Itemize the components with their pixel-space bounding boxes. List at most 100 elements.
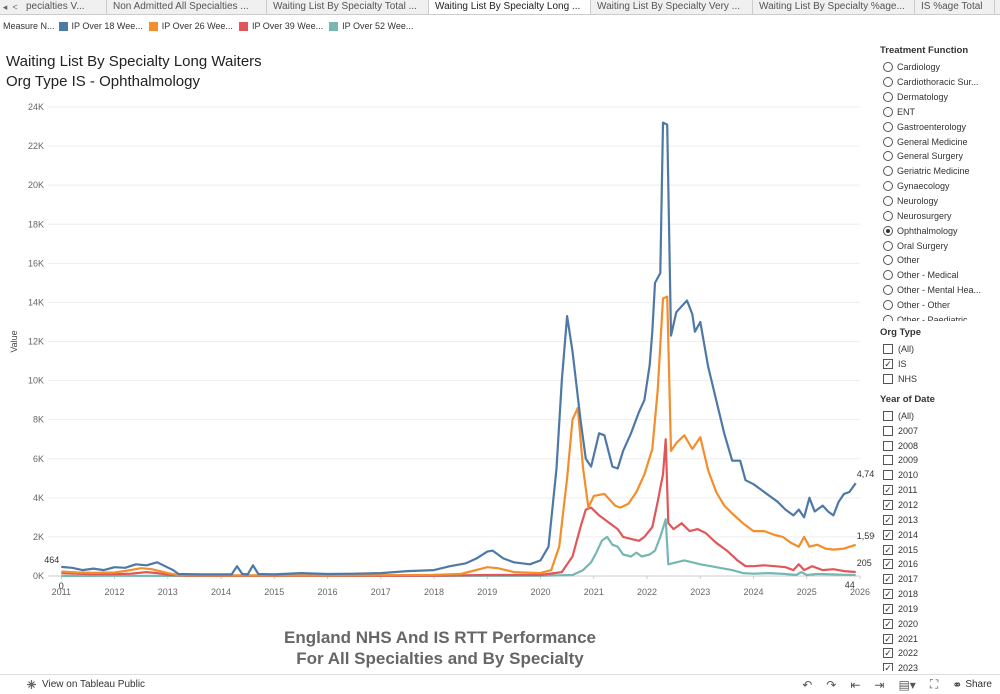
- radio-button[interactable]: [883, 299, 893, 310]
- sheet-tab[interactable]: IS %age Total: [915, 0, 995, 14]
- org_type-option[interactable]: ✓ IS: [878, 357, 994, 372]
- treatment-option[interactable]: Gynaecology: [878, 179, 994, 194]
- share-button[interactable]: ⚭ Share: [952, 678, 992, 692]
- radio-button[interactable]: [883, 240, 893, 251]
- year-option[interactable]: ✓ 2014: [878, 527, 994, 542]
- treatment-option[interactable]: Gastroenterology: [878, 119, 994, 134]
- checkbox[interactable]: [883, 455, 893, 466]
- radio-button[interactable]: [883, 196, 893, 207]
- checkbox[interactable]: [883, 410, 893, 421]
- fullscreen-icon[interactable]: ⛶: [929, 677, 939, 691]
- series-line[interactable]: [61, 518, 856, 578]
- year-option[interactable]: 2010: [878, 468, 994, 483]
- treatment-option[interactable]: Other - Medical: [878, 268, 994, 283]
- year-option[interactable]: ✓ 2013: [878, 512, 994, 527]
- treatment-filter-list[interactable]: Cardiology Cardiothoracic Sur... Dermatolo…: [878, 60, 994, 321]
- checkbox[interactable]: ✓: [883, 544, 893, 555]
- checkbox[interactable]: [883, 425, 893, 436]
- checkbox[interactable]: ✓: [883, 589, 893, 600]
- treatment-option[interactable]: Oral Surgery: [878, 238, 994, 253]
- checkbox[interactable]: ✓: [883, 500, 893, 511]
- forward-icon[interactable]: ⇥: [874, 677, 885, 692]
- year-option[interactable]: ✓ 2021: [878, 631, 994, 646]
- revert-icon[interactable]: ⇤: [850, 677, 861, 692]
- radio-button[interactable]: [883, 210, 893, 221]
- year-option[interactable]: ✓ 2017: [878, 572, 994, 587]
- year-option[interactable]: (All): [878, 409, 994, 424]
- radio-button[interactable]: [883, 314, 893, 321]
- checkbox[interactable]: ✓: [883, 663, 893, 671]
- checkbox[interactable]: ✓: [883, 359, 893, 370]
- treatment-option[interactable]: Dermatology: [878, 90, 994, 105]
- sheet-tab[interactable]: Waiting List By Specialty %age...: [753, 0, 915, 14]
- tab-back-icon[interactable]: ◂: [2, 2, 8, 12]
- radio-button[interactable]: [883, 92, 893, 103]
- radio-button[interactable]: [883, 151, 893, 162]
- checkbox[interactable]: ✓: [883, 485, 893, 496]
- treatment-option[interactable]: General Surgery: [878, 149, 994, 164]
- legend-item[interactable]: IP Over 52 Wee...: [329, 21, 413, 31]
- treatment-option[interactable]: General Medicine: [878, 134, 994, 149]
- treatment-option[interactable]: Other - Other: [878, 298, 994, 313]
- year-option[interactable]: 2007: [878, 423, 994, 438]
- radio-button[interactable]: [883, 62, 893, 73]
- line-chart[interactable]: 0K 2K 4K 6K 8K 10K 12K 14K 16K 18K 20K 22K 24K 2011 20…: [0, 96, 875, 626]
- year-option[interactable]: ✓ 2015: [878, 542, 994, 557]
- legend-item[interactable]: IP Over 26 Wee...: [148, 21, 233, 31]
- treatment-option[interactable]: Other - Paediatric: [878, 312, 994, 321]
- treatment-option[interactable]: Neurology: [878, 194, 994, 209]
- treatment-option[interactable]: Geriatric Medicine: [878, 164, 994, 179]
- legend-item[interactable]: IP Over 39 Wee...: [238, 21, 323, 31]
- checkbox[interactable]: ✓: [883, 603, 893, 614]
- checkbox[interactable]: [883, 374, 893, 385]
- year-option[interactable]: ✓ 2018: [878, 587, 994, 602]
- radio-button[interactable]: [883, 166, 893, 177]
- redo-icon[interactable]: ↷: [826, 677, 837, 692]
- checkbox[interactable]: [883, 344, 893, 355]
- radio-button[interactable]: [883, 225, 893, 236]
- checkbox[interactable]: ✓: [883, 633, 893, 644]
- radio-button[interactable]: [883, 181, 893, 192]
- org_type-option[interactable]: NHS: [878, 372, 994, 387]
- checkbox[interactable]: ✓: [883, 618, 893, 629]
- sheet-tab[interactable]: Waiting List By Specialty Very ...: [591, 0, 753, 14]
- treatment-option[interactable]: Neurosurgery: [878, 208, 994, 223]
- org_type-option[interactable]: (All): [878, 342, 994, 357]
- sheet-tab[interactable]: Waiting List By Specialty Total ...: [267, 0, 429, 14]
- year-option[interactable]: ✓ 2019: [878, 602, 994, 617]
- sheet-tab-active[interactable]: Waiting List By Specialty Long ...: [429, 0, 591, 14]
- radio-button[interactable]: [883, 136, 893, 147]
- treatment-option[interactable]: Other: [878, 253, 994, 268]
- treatment-option[interactable]: ENT: [878, 105, 994, 120]
- year-option[interactable]: ✓ 2011: [878, 483, 994, 498]
- year-option[interactable]: ✓ 2023: [878, 661, 994, 671]
- treatment-option[interactable]: Cardiology: [878, 60, 994, 75]
- year-filter-list[interactable]: (All) 2007 2008 2009 2010 ✓ 2011 ✓ 2012 ✓ 2013 ✓ 201…: [878, 409, 994, 671]
- checkbox[interactable]: ✓: [883, 529, 893, 540]
- radio-button[interactable]: [883, 106, 893, 117]
- series-line[interactable]: [61, 295, 857, 577]
- year-option[interactable]: ✓ 2012: [878, 498, 994, 513]
- checkbox[interactable]: ✓: [883, 648, 893, 659]
- radio-button[interactable]: [883, 255, 893, 266]
- tab-prev-icon[interactable]: <: [12, 2, 18, 12]
- checkbox[interactable]: ✓: [883, 514, 893, 525]
- year-option[interactable]: 2008: [878, 438, 994, 453]
- year-option[interactable]: 2009: [878, 453, 994, 468]
- legend-item[interactable]: IP Over 18 Wee...: [58, 21, 143, 31]
- treatment-option[interactable]: Ophthalmology: [878, 223, 994, 238]
- treatment-option[interactable]: Cardiothoracic Sur...: [878, 75, 994, 90]
- sheet-tab[interactable]: pecialties V...: [20, 0, 107, 14]
- radio-button[interactable]: [883, 270, 893, 281]
- series-line[interactable]: [61, 121, 857, 576]
- checkbox[interactable]: ✓: [883, 559, 893, 570]
- treatment-option[interactable]: Other - Mental Hea...: [878, 283, 994, 298]
- org-type-filter-list[interactable]: (All) ✓ IS NHS: [878, 342, 994, 387]
- radio-button[interactable]: [883, 77, 893, 88]
- year-option[interactable]: ✓ 2022: [878, 646, 994, 661]
- checkbox[interactable]: [883, 440, 893, 451]
- download-icon[interactable]: ▤▾: [898, 677, 916, 692]
- view-on-tableau-link[interactable]: View on Tableau Public: [26, 679, 145, 690]
- radio-button[interactable]: [883, 285, 893, 296]
- sheet-tab[interactable]: Non Admitted All Specialties ...: [107, 0, 267, 14]
